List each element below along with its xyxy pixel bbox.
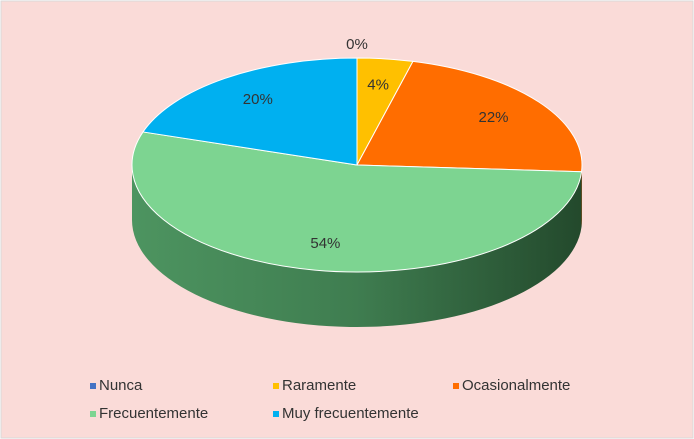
legend-swatch: [90, 411, 96, 417]
slice: [142, 57, 358, 166]
data-label: 22%: [479, 109, 509, 126]
legend-label: Ocasionalmente: [462, 377, 570, 394]
slice: [356, 60, 583, 173]
legend-label: Raramente: [282, 377, 356, 394]
data-label: 4%: [367, 76, 389, 93]
legend-swatch: [453, 383, 459, 389]
data-label: 54%: [310, 235, 340, 252]
data-label: 0%: [346, 36, 368, 53]
legend-label: Muy frecuentemente: [282, 405, 419, 422]
legend-swatch: [90, 383, 96, 389]
slice: [131, 131, 583, 273]
legend-label: Nunca: [99, 377, 143, 394]
legend-label: Frecuentemente: [99, 405, 208, 422]
legend-swatch: [273, 383, 279, 389]
slice-side: [132, 165, 582, 327]
data-label: 20%: [243, 91, 273, 108]
legend-swatch: [273, 411, 279, 417]
